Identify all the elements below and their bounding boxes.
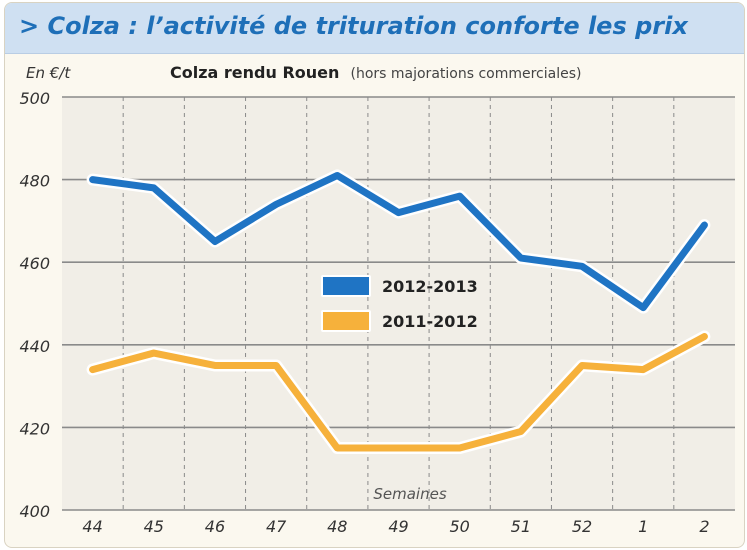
y-tick-label: 460 [19,254,50,273]
x-tick-label: 48 [327,517,347,536]
x-tick-label: 45 [144,517,164,536]
legend: 2012-2013 2011-2012 [321,275,478,332]
legend-label: 2011-2012 [382,312,478,331]
legend-swatch [321,310,371,332]
x-tick-label: 47 [266,517,287,536]
page-title: > Colza : l’activité de trituration conf… [19,12,688,40]
x-tick-label: 50 [450,517,470,536]
y-tick-label: 400 [19,502,50,521]
y-axis-label: En €/t [26,64,71,82]
legend-label: 2012-2013 [382,277,478,296]
title-bar: > Colza : l’activité de trituration conf… [5,3,744,54]
x-tick-label: 44 [82,517,102,536]
chart-subtitle: (hors majorations commerciales) [350,66,581,82]
chart-title-line: Colza rendu Rouen (hors majorations comm… [170,63,581,82]
x-tick-label: 52 [572,517,592,536]
y-tick-label: 420 [19,419,50,438]
x-axis-label: Semaines [373,485,446,503]
chart-title: Colza rendu Rouen [170,63,339,82]
x-tick-label: 46 [205,517,225,536]
series-group [86,169,711,455]
x-tick-label: 1 [638,517,648,536]
y-tick-label: 480 [19,172,50,191]
y-tick-label: 500 [19,89,50,108]
x-tick-label: 2 [699,517,709,536]
x-tick-label: 51 [511,517,531,536]
legend-swatch [321,275,371,297]
y-tick-label: 440 [19,337,50,356]
plot-area [62,97,735,510]
axes: 400 420 440 460 480 500 44 45 46 47 48 49 50 51 52 1 2 [19,89,709,536]
x-tick-label: 49 [388,517,408,536]
